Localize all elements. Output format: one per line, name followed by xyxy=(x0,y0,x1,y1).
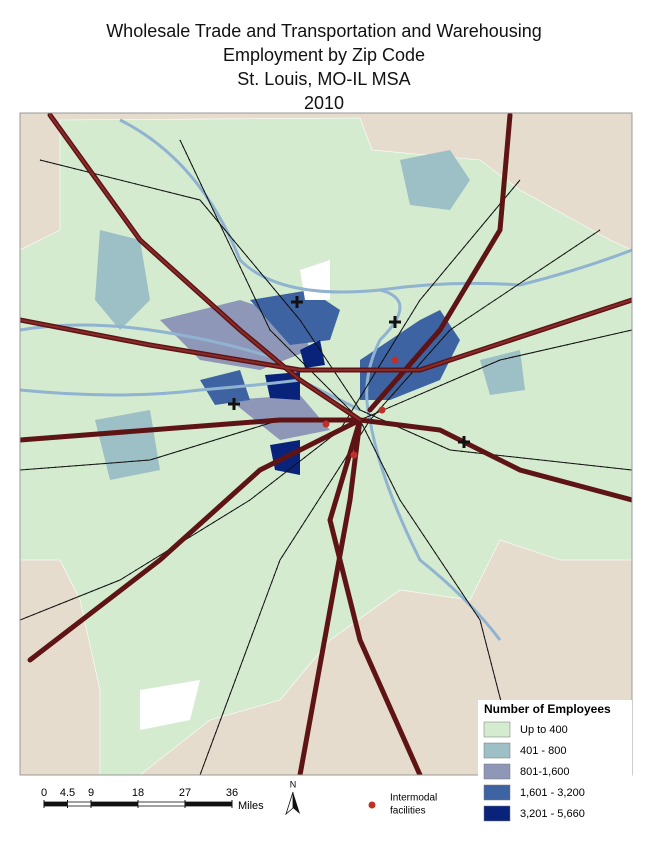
airport-icon xyxy=(458,436,470,448)
highway xyxy=(357,417,632,503)
railway xyxy=(179,139,521,775)
river xyxy=(20,378,361,412)
intermodal-label: facilities xyxy=(390,806,426,817)
title-line: St. Louis, MO-IL MSA xyxy=(237,69,410,89)
legend-label: 1,601 - 3,200 xyxy=(520,787,585,799)
airport-icon xyxy=(389,316,401,328)
scale-segment xyxy=(67,801,92,807)
intermodal-facilities xyxy=(322,356,399,459)
highway xyxy=(49,114,361,421)
title-line: 2010 xyxy=(304,93,344,113)
highways xyxy=(20,113,632,775)
river xyxy=(379,248,632,292)
intermodal-dot xyxy=(378,406,386,414)
scale-bar: Miles 0 4.5 9 18 27 36 xyxy=(41,787,264,812)
intermodal-dot xyxy=(350,451,358,459)
scale-segment xyxy=(90,801,139,807)
legend-label: 3,201 - 5,660 xyxy=(520,808,585,820)
river xyxy=(119,118,502,641)
zip-region xyxy=(300,340,325,368)
airport-icon xyxy=(228,398,240,410)
zip-region xyxy=(400,150,470,210)
scale-unit: Miles xyxy=(238,800,264,812)
legend-swatch xyxy=(483,784,511,801)
zip-region xyxy=(480,350,525,395)
railway xyxy=(20,179,521,621)
highway xyxy=(27,417,363,663)
scale-tick-label: 18 xyxy=(132,787,144,799)
north-arrow-shape xyxy=(285,791,294,816)
scale-tick-label: 4.5 xyxy=(60,787,75,799)
north-label: N xyxy=(290,779,297,789)
highway xyxy=(297,417,363,775)
scale-tick-label: 0 xyxy=(41,787,47,799)
zip-region xyxy=(265,372,300,400)
legend-label: 401 - 800 xyxy=(520,745,566,757)
zip-region xyxy=(95,230,150,330)
legend-swatch xyxy=(483,721,511,738)
highway xyxy=(20,417,363,443)
legend-label: Up to 400 xyxy=(520,724,568,736)
intermodal-dot xyxy=(322,420,330,428)
map-frame xyxy=(19,112,633,776)
intermodal-dot xyxy=(391,356,399,364)
scale-tick-label: 9 xyxy=(88,787,94,799)
intermodal-legend-dot xyxy=(368,801,376,809)
legend-swatch xyxy=(483,763,511,780)
scale-segment xyxy=(43,801,68,807)
airports xyxy=(228,296,470,448)
zip-region xyxy=(250,290,340,345)
legend-title: Number of Employees xyxy=(484,702,611,716)
blank-area xyxy=(140,680,200,730)
legend-swatch xyxy=(483,742,511,759)
scale-tick-label: 36 xyxy=(226,787,238,799)
highway xyxy=(20,299,632,371)
scale-segment xyxy=(137,801,186,807)
legend-swatch xyxy=(483,805,511,822)
airport-icon xyxy=(291,296,303,308)
title-line: Wholesale Trade and Transportation and W… xyxy=(106,21,542,41)
scale-tick-label: 27 xyxy=(179,787,191,799)
legend: Number of Employees Up to 400 401 - 800 80… xyxy=(478,700,632,828)
map xyxy=(19,112,633,776)
north-arrow: N xyxy=(285,779,300,816)
north-arrow-shape xyxy=(293,792,300,814)
title-line: Employment by Zip Code xyxy=(223,45,425,65)
legend-label: 801-1,600 xyxy=(520,766,570,778)
railway xyxy=(39,159,632,471)
scale-segment xyxy=(184,801,233,807)
intermodal-label: Intermodal xyxy=(390,793,437,804)
highway xyxy=(327,417,423,775)
